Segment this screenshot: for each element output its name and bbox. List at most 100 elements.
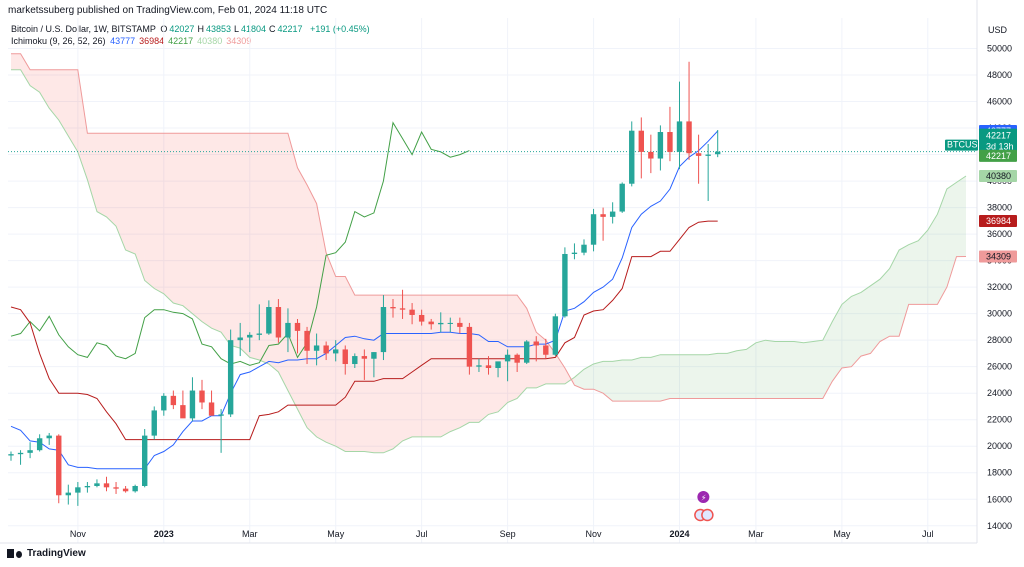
cloud-segment bbox=[154, 133, 164, 294]
candle-body bbox=[142, 435, 148, 486]
price-tick-label: 26000 bbox=[987, 362, 1012, 372]
axes: USD 14000 16000 18000 20000 22000 24000 26000 28… bbox=[0, 0, 1012, 544]
candle-body bbox=[113, 487, 119, 489]
candle-body bbox=[189, 390, 196, 419]
cloud-segment bbox=[11, 53, 21, 70]
cloud-segment bbox=[163, 133, 174, 304]
cloud-segment bbox=[622, 360, 632, 402]
cloud-segment bbox=[211, 133, 222, 333]
cloud-segment bbox=[431, 295, 441, 437]
cloud-segment bbox=[39, 69, 50, 109]
lagging-span-line bbox=[10, 121, 470, 366]
cloud-segment bbox=[192, 133, 202, 322]
cloud-segment bbox=[125, 133, 136, 254]
candle-body bbox=[562, 253, 568, 317]
leading-span-a-line bbox=[11, 69, 967, 454]
time-tick-label: Mar bbox=[242, 529, 258, 539]
cloud-segment bbox=[689, 354, 699, 399]
tag-kijun-label: 36984 bbox=[986, 216, 1011, 226]
candle-body bbox=[352, 356, 358, 365]
candle-body bbox=[333, 349, 339, 354]
cloud-segment bbox=[307, 185, 317, 437]
indicator-value-3: 42217 bbox=[168, 36, 194, 46]
cloud-segment bbox=[851, 292, 861, 367]
tradingview-logo[interactable]: TradingView bbox=[7, 548, 86, 559]
cloud-segment bbox=[927, 214, 938, 305]
candle-body bbox=[476, 365, 482, 367]
cloud-segment bbox=[135, 133, 145, 281]
indicator-value-2: 36984 bbox=[139, 36, 165, 46]
time-tick-label: 2023 bbox=[154, 529, 174, 539]
candle-body bbox=[571, 252, 578, 254]
candle-body bbox=[17, 452, 24, 455]
event-lightning-icon bbox=[697, 491, 710, 503]
event-lightning-glyph: ⚡ bbox=[701, 494, 707, 503]
cloud-segment bbox=[421, 295, 432, 437]
candle-body bbox=[56, 435, 62, 496]
cloud-segment bbox=[784, 341, 795, 399]
cloud-segment bbox=[526, 308, 537, 388]
cloud-segment bbox=[316, 203, 327, 443]
candle-body bbox=[418, 314, 425, 322]
cloud-segment bbox=[202, 133, 212, 329]
candle-body bbox=[266, 307, 272, 334]
cloud-segment bbox=[918, 230, 928, 305]
candle-body bbox=[275, 307, 282, 338]
cloud-segment bbox=[221, 133, 231, 346]
indicator-value-4: 40380 bbox=[197, 36, 223, 46]
time-tick-label: Mar bbox=[748, 529, 764, 539]
cloud-segment bbox=[364, 295, 374, 453]
time-tick-label: May bbox=[833, 529, 851, 539]
price-tick-label: 24000 bbox=[987, 388, 1012, 398]
cloud-segment bbox=[259, 133, 269, 365]
time-tick-label: Nov bbox=[70, 529, 87, 539]
cloud-segment bbox=[488, 295, 499, 415]
candle-body bbox=[543, 345, 549, 355]
candle-body bbox=[371, 352, 377, 359]
candle-body bbox=[380, 307, 387, 353]
cloud-segment bbox=[498, 295, 508, 412]
indicator-legend-row: Ichimoku (9, 26, 52, 26) 43777 36984 42217… bbox=[11, 35, 372, 47]
price-tick-label: 16000 bbox=[987, 494, 1012, 504]
ohlc-h-value: 43853 bbox=[205, 24, 231, 34]
cloud-segment bbox=[173, 133, 183, 306]
cloud-segment bbox=[58, 69, 69, 136]
candles bbox=[8, 61, 721, 506]
candle-body bbox=[609, 211, 616, 217]
candle-body bbox=[638, 130, 644, 152]
candle-body bbox=[199, 390, 205, 403]
cloud-segment bbox=[669, 354, 680, 399]
cloud-segment bbox=[450, 295, 460, 432]
candle-body bbox=[36, 438, 43, 451]
candle-body bbox=[294, 322, 301, 331]
cloud-segment bbox=[841, 296, 852, 368]
tag-span-b-label: 34309 bbox=[986, 252, 1011, 262]
candle-body bbox=[84, 485, 91, 488]
cloud-segment bbox=[727, 350, 737, 399]
candle-body bbox=[8, 454, 14, 456]
candle-body bbox=[581, 244, 587, 253]
tradingview-brand: TradingView bbox=[27, 548, 86, 559]
candle-body bbox=[132, 485, 138, 492]
candle-body bbox=[695, 153, 702, 156]
candle-body bbox=[657, 132, 664, 159]
cloud-segment bbox=[335, 276, 346, 452]
tradingview-logo-icon bbox=[7, 549, 23, 558]
symbol-title[interactable]: Bitcoin / U.S. Dollar, 1W, BITSTAMP bbox=[11, 24, 156, 34]
candle-body bbox=[705, 154, 711, 156]
candle-body bbox=[247, 334, 253, 338]
event-markers: ⚡ bbox=[694, 491, 714, 522]
indicator-value-1: 43777 bbox=[110, 36, 136, 46]
grid bbox=[8, 18, 977, 543]
candle-body bbox=[151, 410, 157, 436]
cloud-segment bbox=[96, 133, 107, 217]
cloud-segment bbox=[77, 69, 88, 180]
candle-body bbox=[342, 349, 348, 365]
cloud-segment bbox=[860, 285, 871, 357]
indicator-title[interactable]: Ichimoku (9, 26, 52, 26) bbox=[11, 36, 106, 46]
price-tick-label: 22000 bbox=[987, 415, 1012, 425]
candle-body bbox=[485, 365, 492, 368]
time-tick-label: May bbox=[327, 529, 345, 539]
cloud-segment bbox=[297, 167, 308, 428]
